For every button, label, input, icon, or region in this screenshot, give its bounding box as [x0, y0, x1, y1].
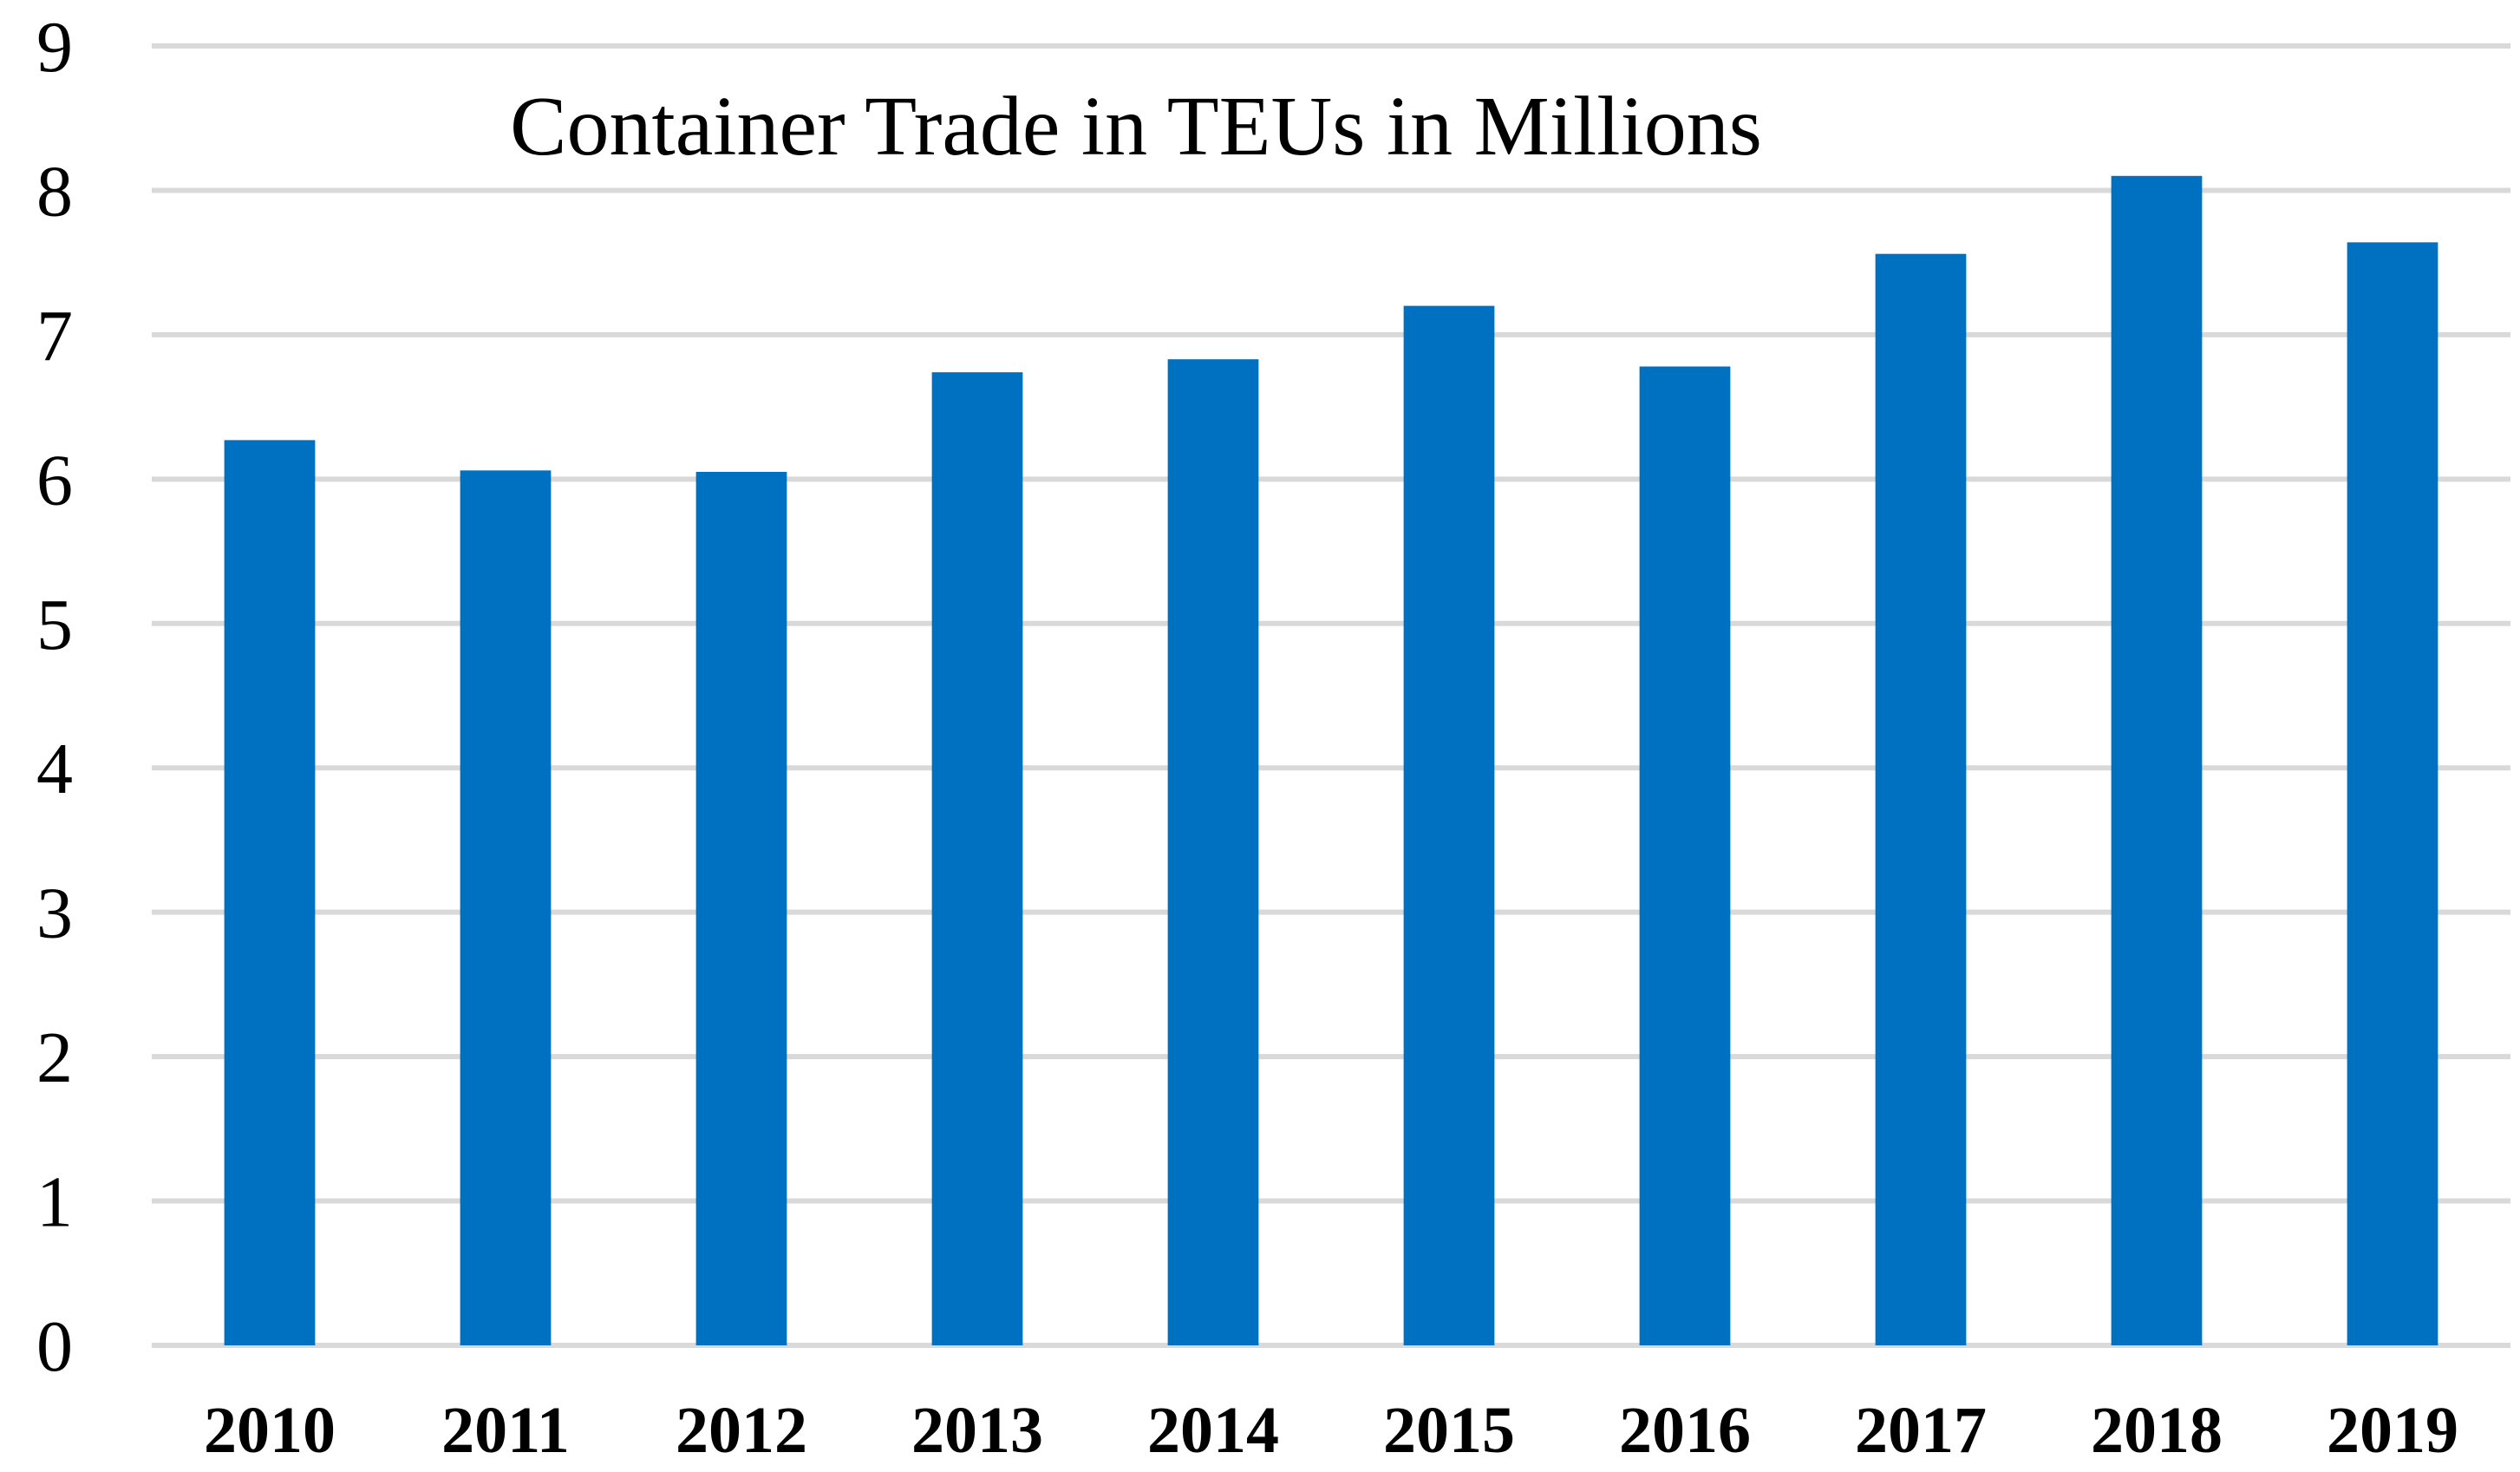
x-tick-label-2019: 2019 — [2327, 1394, 2458, 1467]
y-tick-label: 4 — [36, 729, 73, 809]
bar-2018 — [2111, 175, 2203, 1345]
bars — [224, 175, 2438, 1346]
bar-2019 — [2347, 242, 2438, 1345]
chart-title: Container Trade in TEUs in Millions — [510, 80, 1762, 173]
x-tick-label-2013: 2013 — [911, 1394, 1043, 1467]
x-tick-label-2018: 2018 — [2091, 1394, 2223, 1467]
x-tick-label-2016: 2016 — [1619, 1394, 1751, 1467]
x-axis-ticks: 2010 2011 2012 2013 2014 2015 2016 2017 2018 2019 — [204, 1394, 2458, 1467]
y-tick-label: 8 — [36, 151, 73, 232]
y-tick-label: 1 — [36, 1162, 73, 1243]
x-tick-label-2017: 2017 — [1855, 1394, 1987, 1467]
x-tick-label-2012: 2012 — [676, 1394, 807, 1467]
y-axis-ticks: 0 1 2 3 4 5 6 7 8 9 — [36, 7, 73, 1387]
bar-2013 — [931, 372, 1023, 1346]
bar-2010 — [224, 440, 316, 1346]
y-tick-label: 7 — [36, 296, 73, 376]
x-tick-label-2014: 2014 — [1147, 1394, 1279, 1467]
y-tick-label: 9 — [36, 7, 73, 88]
bar-2015 — [1403, 305, 1495, 1346]
y-tick-label: 6 — [36, 440, 73, 520]
y-tick-label: 5 — [36, 585, 73, 665]
y-tick-label: 2 — [36, 1017, 73, 1098]
x-tick-label-2010: 2010 — [204, 1394, 336, 1467]
x-tick-label-2011: 2011 — [441, 1394, 570, 1467]
bar-2012 — [695, 472, 787, 1345]
bar-2011 — [460, 470, 552, 1345]
bar-2017 — [1875, 253, 1967, 1346]
y-tick-label: 0 — [36, 1306, 73, 1387]
bar-2014 — [1167, 359, 1259, 1345]
y-tick-label: 3 — [36, 873, 73, 954]
x-tick-label-2015: 2015 — [1383, 1394, 1515, 1467]
bar-2016 — [1639, 366, 1731, 1346]
